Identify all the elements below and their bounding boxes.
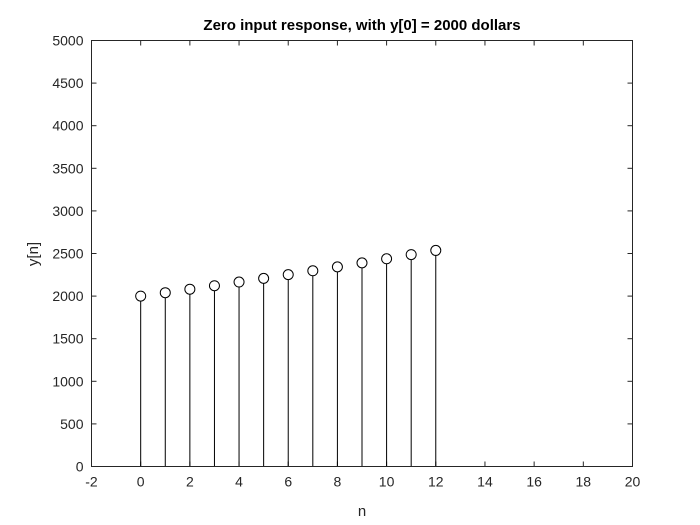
stem-point bbox=[233, 276, 245, 467]
stem-point bbox=[258, 272, 270, 467]
stem-marker bbox=[282, 269, 294, 281]
y-tick-label: 500 bbox=[60, 416, 84, 432]
stem-marker bbox=[184, 283, 196, 295]
x-tick-label: 0 bbox=[137, 474, 145, 490]
stem-point bbox=[184, 283, 196, 467]
stem-point bbox=[282, 269, 294, 467]
stem-point bbox=[135, 290, 147, 467]
chart-title: Zero input response, with y[0] = 2000 do… bbox=[203, 17, 520, 34]
stem-point bbox=[208, 280, 220, 467]
stem-point bbox=[356, 257, 368, 467]
x-tick-label: 20 bbox=[625, 474, 641, 490]
stem-marker bbox=[356, 257, 368, 269]
y-tick-label: 1000 bbox=[52, 373, 83, 389]
y-axis-label: y[n] bbox=[25, 242, 42, 266]
y-tick-label: 0 bbox=[76, 459, 84, 475]
x-tick-label: 16 bbox=[526, 474, 542, 490]
stem-marker bbox=[405, 249, 417, 261]
stem-point bbox=[307, 265, 319, 467]
stem-marker bbox=[331, 261, 343, 273]
x-tick-label: 4 bbox=[235, 474, 243, 490]
stem-marker bbox=[381, 253, 393, 265]
x-axis-label: n bbox=[358, 503, 366, 520]
y-tick-label: 4000 bbox=[52, 118, 83, 134]
x-tick-label: 14 bbox=[477, 474, 493, 490]
y-tick-label: 5000 bbox=[52, 33, 83, 49]
stem-point bbox=[331, 261, 343, 467]
y-tick-label: 1500 bbox=[52, 331, 83, 347]
stem-marker bbox=[135, 290, 147, 302]
y-tick-label: 2500 bbox=[52, 246, 83, 262]
x-tick-label: 18 bbox=[576, 474, 592, 490]
stem-marker bbox=[307, 265, 319, 277]
ticks-layer: -2 0 2 4 6 8 10 12 14 16 18 20050010001500200025003… bbox=[52, 33, 640, 490]
stem-marker bbox=[233, 276, 245, 288]
stem-marker bbox=[208, 280, 220, 292]
x-tick-label: 10 bbox=[379, 474, 395, 490]
stem-point bbox=[159, 287, 171, 467]
stem-marker bbox=[258, 272, 270, 284]
axes-box bbox=[91, 40, 633, 467]
stems-layer bbox=[135, 244, 442, 467]
x-tick-label: -2 bbox=[85, 474, 98, 490]
x-tick-label: 12 bbox=[428, 474, 444, 490]
y-tick-label: 3500 bbox=[52, 160, 83, 176]
stem-marker bbox=[159, 287, 171, 299]
x-tick-label: 8 bbox=[334, 474, 342, 490]
stem-point bbox=[430, 244, 442, 467]
stem-point bbox=[381, 253, 393, 467]
x-tick-label: 2 bbox=[186, 474, 194, 490]
y-tick-label: 4500 bbox=[52, 75, 83, 91]
stem-marker bbox=[430, 244, 442, 256]
y-tick-label: 3000 bbox=[52, 203, 83, 219]
stem-point bbox=[405, 249, 417, 467]
y-tick-label: 2000 bbox=[52, 288, 83, 304]
x-tick-label: 6 bbox=[284, 474, 292, 490]
